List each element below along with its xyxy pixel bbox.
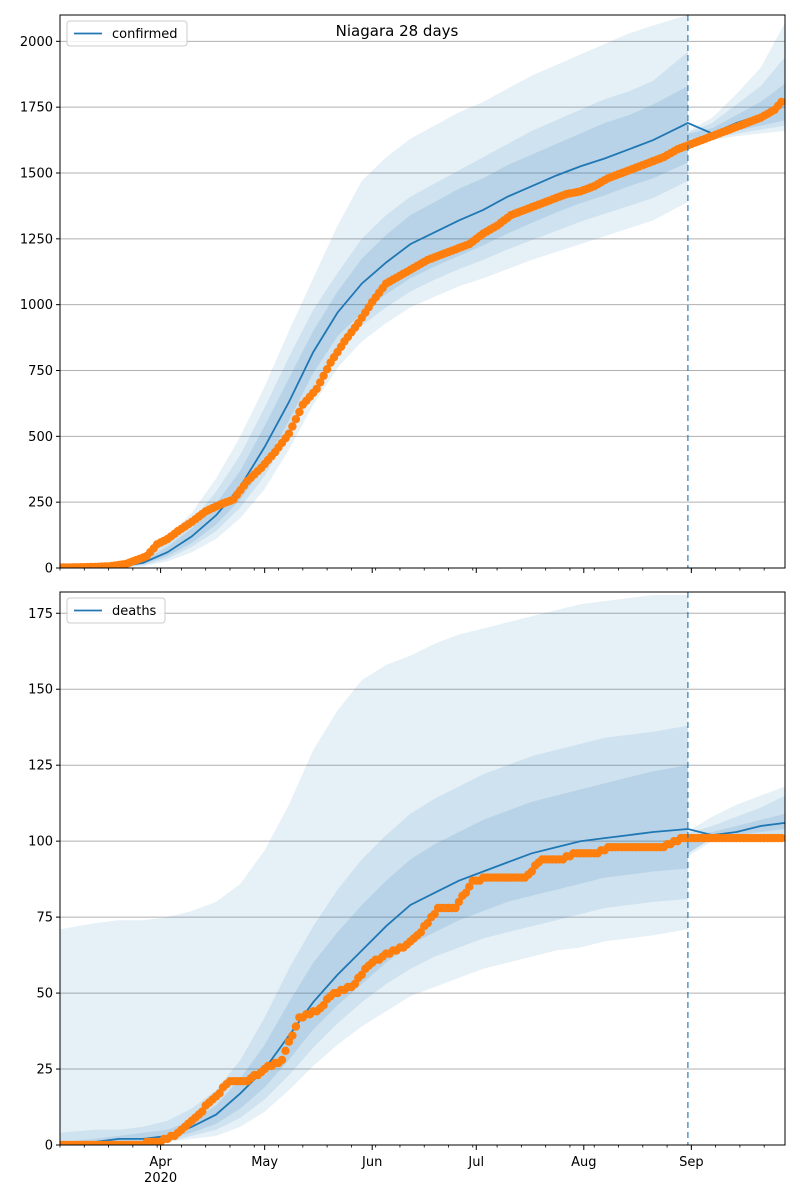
y-tick-label: 1750 bbox=[20, 101, 53, 116]
y-tick-label: 750 bbox=[28, 364, 53, 379]
plot-area bbox=[60, 595, 785, 1145]
plot-area bbox=[60, 15, 785, 568]
observed-point bbox=[777, 833, 785, 843]
observed-point bbox=[312, 384, 321, 394]
uncertainty-band_80 bbox=[60, 51, 688, 568]
observed-point bbox=[416, 928, 425, 937]
observed-point bbox=[316, 378, 325, 387]
observed-point bbox=[454, 897, 464, 907]
y-tick-label: 125 bbox=[28, 759, 53, 774]
legend-box bbox=[66, 597, 166, 624]
observed-point bbox=[295, 407, 304, 417]
uncertainty-band_50 bbox=[687, 83, 785, 139]
y-tick-label: 150 bbox=[28, 683, 53, 698]
observed-point bbox=[288, 422, 297, 431]
legend: deaths bbox=[66, 597, 166, 624]
legend: confirmed bbox=[66, 20, 188, 47]
x-tick-label: Jun bbox=[361, 1155, 382, 1170]
x-tick-label: Aug bbox=[571, 1155, 596, 1170]
observed-point bbox=[322, 365, 332, 374]
panel-confirmed: 0 250 500 750 1000 1250 1500 1750 2000 confirmed bbox=[20, 14, 786, 577]
y-tick-label: 250 bbox=[28, 496, 53, 511]
y-tick-label: 175 bbox=[28, 607, 53, 622]
y-tick-label: 0 bbox=[45, 562, 53, 577]
axes-frame bbox=[59, 14, 786, 569]
observed-point bbox=[198, 1107, 207, 1116]
x-tick-label: Apr bbox=[149, 1155, 172, 1170]
y-tick-label: 1000 bbox=[20, 298, 53, 313]
uncertainty-band_80 bbox=[687, 795, 785, 854]
y-tick-label: 25 bbox=[36, 1063, 53, 1078]
uncertainty-band_50 bbox=[60, 765, 688, 1145]
observed-point bbox=[451, 903, 460, 913]
observed-point bbox=[288, 1031, 297, 1040]
uncertainty-band_50 bbox=[687, 813, 785, 854]
observed-point bbox=[277, 1055, 287, 1065]
y-tick-label: 1500 bbox=[20, 167, 53, 182]
observed-point bbox=[430, 909, 439, 919]
legend-label: confirmed bbox=[112, 27, 178, 42]
x-tick-label: May bbox=[251, 1155, 278, 1170]
y-tick-label: 2000 bbox=[20, 35, 53, 50]
observed-point bbox=[291, 1022, 301, 1031]
axes-frame bbox=[59, 591, 786, 1146]
x-tick-label: Jul bbox=[467, 1155, 484, 1170]
y-tick-label: 500 bbox=[28, 430, 53, 445]
observed-point bbox=[284, 1037, 294, 1046]
observed-points bbox=[60, 97, 785, 568]
observed-point bbox=[284, 429, 294, 438]
observed-point bbox=[461, 888, 471, 897]
x-year-label: 2020 bbox=[144, 1171, 177, 1186]
x-tick-label: Sep bbox=[679, 1155, 704, 1170]
y-tick-label: 0 bbox=[45, 1139, 53, 1154]
legend-box bbox=[66, 20, 188, 47]
chart-title: Niagara 28 days bbox=[336, 22, 459, 40]
observed-point bbox=[777, 97, 785, 107]
observed-point bbox=[423, 919, 432, 928]
y-tick-label: 100 bbox=[28, 835, 53, 850]
observed-point bbox=[350, 979, 360, 989]
y-tick-label: 50 bbox=[36, 987, 53, 1002]
model-line-confirmed bbox=[60, 102, 785, 568]
panel-deaths: 0 25 50 75 100 125 150 175 Apr May Jun Jul Aug Sep 202… bbox=[28, 591, 786, 1186]
observed-point bbox=[319, 371, 328, 380]
uncertainty-band_95 bbox=[60, 15, 688, 568]
uncertainty-band_95 bbox=[687, 22, 785, 142]
y-tick-label: 75 bbox=[36, 911, 53, 926]
observed-point bbox=[291, 415, 301, 424]
observed-points bbox=[60, 833, 785, 1145]
y-tick-label: 1250 bbox=[20, 232, 53, 247]
legend-label: deaths bbox=[112, 604, 157, 619]
observed-point bbox=[281, 1046, 290, 1056]
uncertainty-band_80 bbox=[60, 725, 688, 1145]
uncertainty-band_95 bbox=[60, 595, 688, 1145]
